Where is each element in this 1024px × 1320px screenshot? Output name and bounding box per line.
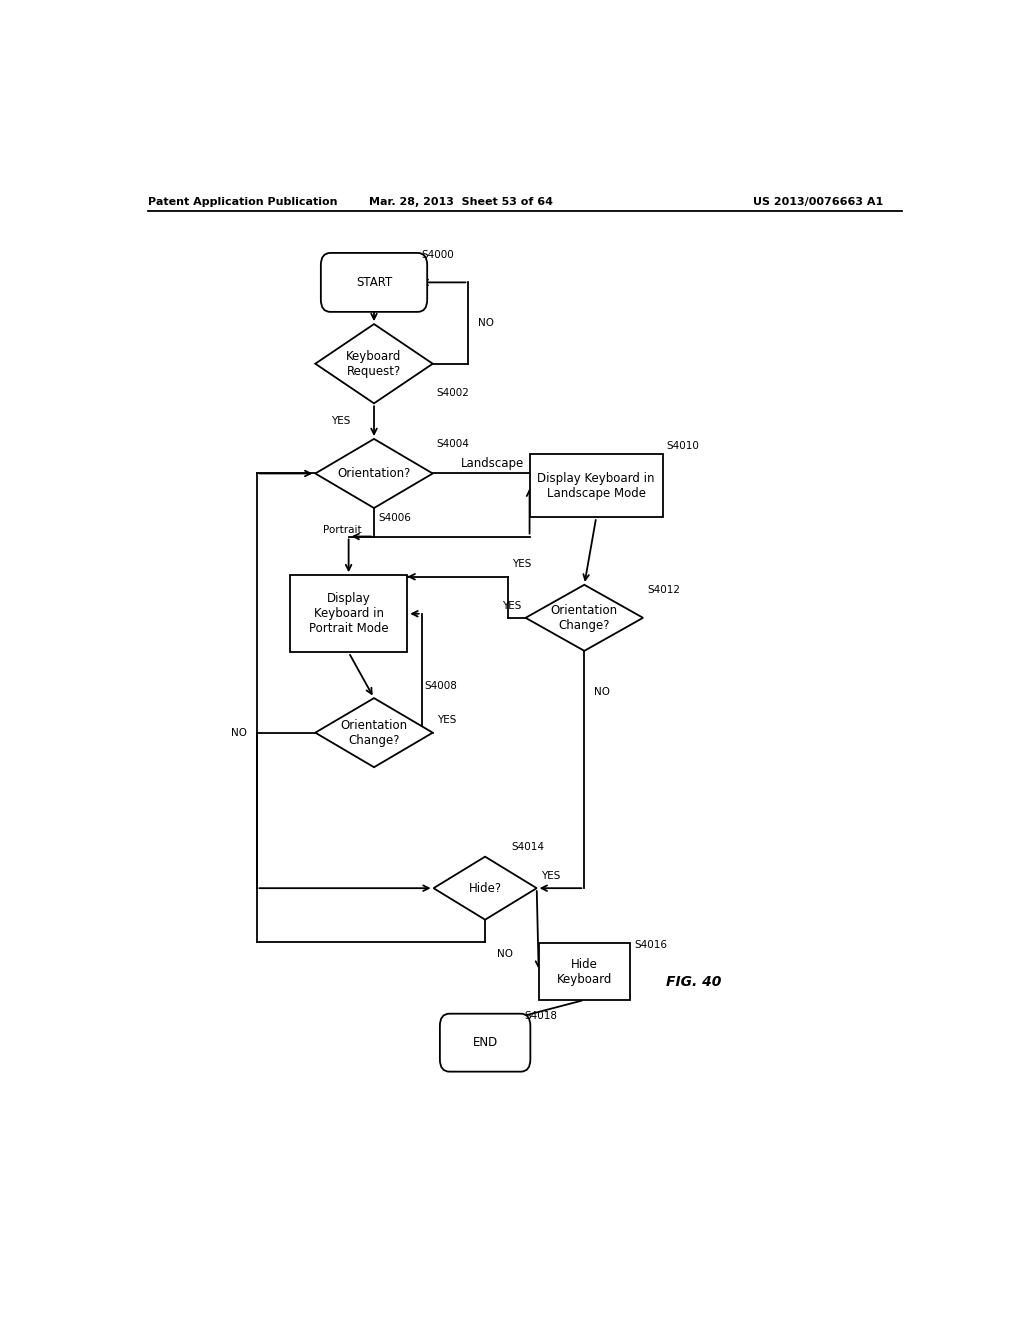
Text: S4008: S4008 [425,681,458,690]
Text: Orientation
Change?: Orientation Change? [551,603,617,632]
Text: YES: YES [502,601,521,611]
Text: YES: YES [541,871,560,880]
Text: Mar. 28, 2013  Sheet 53 of 64: Mar. 28, 2013 Sheet 53 of 64 [370,197,553,207]
Text: Display Keyboard in
Landscape Mode: Display Keyboard in Landscape Mode [538,471,655,500]
Text: US 2013/0076663 A1: US 2013/0076663 A1 [754,197,884,207]
Polygon shape [433,857,537,920]
Text: S4018: S4018 [524,1011,558,1020]
Polygon shape [315,440,433,508]
Text: YES: YES [512,558,531,569]
Text: NO: NO [594,686,610,697]
Text: NO: NO [497,949,513,960]
Bar [529,454,663,517]
Text: Hide?: Hide? [469,882,502,895]
Text: S4016: S4016 [634,940,667,950]
Text: S4002: S4002 [436,388,470,399]
Text: Display
Keyboard in
Portrait Mode: Display Keyboard in Portrait Mode [309,593,388,635]
FancyBboxPatch shape [440,1014,530,1072]
Text: Portrait: Portrait [324,525,362,536]
Text: NO: NO [231,727,247,738]
Text: Landscape: Landscape [461,457,523,470]
Text: END: END [472,1036,498,1049]
Polygon shape [525,585,643,651]
Polygon shape [315,325,433,404]
Text: FIG. 40: FIG. 40 [666,974,721,989]
Text: NO: NO [478,318,494,329]
Text: Hide
Keyboard: Hide Keyboard [557,957,612,986]
Text: Orientation
Change?: Orientation Change? [340,718,408,747]
Text: S4014: S4014 [511,842,544,851]
Polygon shape [315,698,433,767]
Text: Orientation?: Orientation? [337,467,411,480]
Text: START: START [356,276,392,289]
Bar [290,576,408,652]
Text: S4006: S4006 [378,513,411,523]
Text: S4004: S4004 [436,440,470,449]
Text: S4000: S4000 [422,249,455,260]
Bar [539,942,630,1001]
Text: Patent Application Publication: Patent Application Publication [147,197,337,207]
Text: S4012: S4012 [647,585,680,595]
Text: YES: YES [436,715,456,726]
Text: YES: YES [331,416,350,426]
FancyBboxPatch shape [321,253,427,312]
Text: S4010: S4010 [667,441,699,451]
Text: Keyboard
Request?: Keyboard Request? [346,350,401,378]
